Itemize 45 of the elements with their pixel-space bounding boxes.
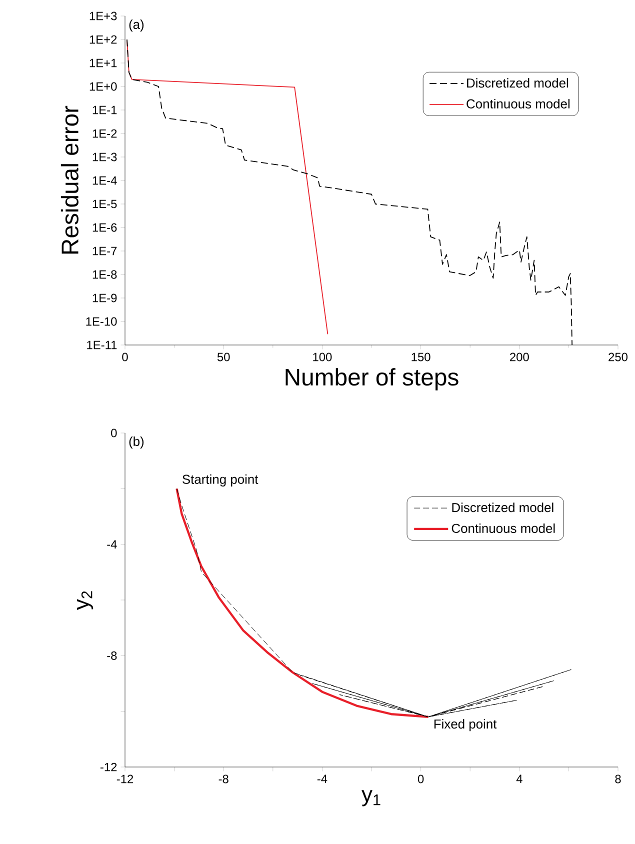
annotation: Starting point <box>182 474 258 486</box>
line-series <box>176 488 572 718</box>
y-tick-label: 1E-10 <box>86 317 117 326</box>
y-tick-label: 1E-7 <box>92 246 117 256</box>
x-axis-title: y$_{1}$ <box>362 790 380 806</box>
y-tick-label: 1E+2 <box>90 35 117 44</box>
x-tick-label: 250 <box>608 352 628 362</box>
x-tick-label: 4 <box>516 774 522 783</box>
y-tick-label: 1E-6 <box>92 223 117 232</box>
y-tick-label: -12 <box>100 762 117 772</box>
x-tick-label: -4 <box>317 774 328 783</box>
x-axis-title: Number of steps <box>286 368 458 390</box>
legend-label: Discretized model <box>452 502 554 512</box>
y-tick-label: 1E-3 <box>92 152 117 162</box>
y-tick-label: 1E+3 <box>90 12 117 20</box>
x-tick-label: 100 <box>313 352 332 362</box>
y-tick-label: 0 <box>111 428 117 438</box>
x-tick-label: 150 <box>412 352 430 362</box>
x-tick-label: -8 <box>218 774 228 784</box>
y-axis-title: y$_{2}$ <box>76 591 94 610</box>
annotation: (b) <box>129 436 144 449</box>
y-tick-label: 1E-1 <box>92 106 117 114</box>
x-tick-label: 50 <box>217 352 230 362</box>
x-tick-label: 200 <box>510 352 529 362</box>
annotation: (a) <box>129 20 144 32</box>
x-tick-label: 0 <box>418 774 424 784</box>
y-tick-label: -8 <box>107 651 117 660</box>
x-tick-label: 8 <box>615 774 621 784</box>
line-series <box>176 488 430 718</box>
y-tick-label: 1E+0 <box>90 82 117 91</box>
y-tick-label: 1E+1 <box>90 58 117 68</box>
legend-label: Discretized model <box>467 78 568 88</box>
y-tick-label: 1E-4 <box>92 176 117 185</box>
x-tick-label: -12 <box>116 774 134 784</box>
annotation: Fixed point <box>434 719 497 732</box>
legend-label: Continuous model <box>452 523 555 533</box>
y-tick-label: 1E-8 <box>92 270 117 279</box>
y-tick-label: 1E-5 <box>92 200 117 208</box>
y-tick-label: 1E-2 <box>92 129 117 138</box>
x-tick-label: 0 <box>122 352 128 362</box>
y-tick-label: -4 <box>107 540 117 548</box>
y-tick-label: 1E-11 <box>87 340 117 350</box>
y-tick-label: 1E-9 <box>92 294 117 302</box>
legend-label: Continuous model <box>466 98 570 108</box>
y-axis-title: Residual error <box>60 106 78 254</box>
